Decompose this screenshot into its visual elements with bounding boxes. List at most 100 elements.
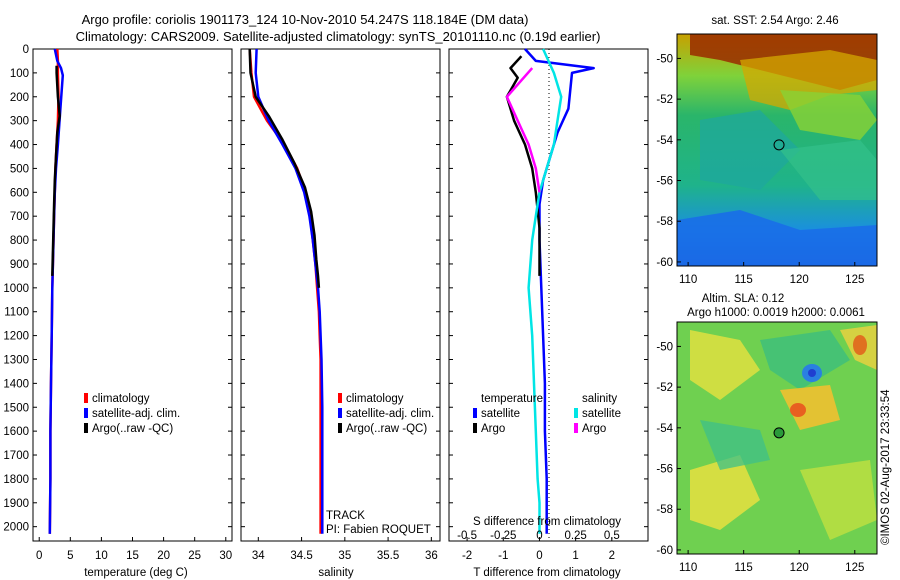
depth-tick-label: 900 — [10, 259, 29, 271]
legend-swatch-s-argo — [574, 423, 578, 433]
x-tick-label: 35.5 — [377, 550, 399, 562]
x-tick-label: 36 — [425, 550, 438, 562]
legend-s-satellite: satellite — [582, 408, 621, 420]
sla-high-region — [690, 330, 760, 400]
map-x-tick-label: 110 — [679, 274, 697, 286]
depth-tick-label: 0 — [23, 44, 29, 56]
map-x-tick-label: 110 — [679, 562, 697, 574]
depth-tick-label: 1200 — [3, 331, 29, 343]
depth-tick-label: 1400 — [3, 378, 29, 390]
x-tick-label: 20 — [157, 550, 170, 562]
series-line-temperature-satellite — [524, 48, 595, 534]
x-tick-label: 35 — [338, 550, 351, 562]
s-difference-tick-label: 0 — [536, 530, 542, 542]
sst-mid-region — [780, 90, 877, 140]
sla-low-eddy-core — [808, 369, 816, 377]
sla-map-frame — [676, 321, 878, 555]
legend-climatology: climatology — [346, 393, 404, 405]
sst-cool-region — [700, 110, 800, 190]
s-difference-label: S difference from climatology — [473, 516, 621, 528]
x-tick-label: 2 — [609, 550, 615, 562]
depth-tick-label: 1900 — [3, 498, 29, 510]
salinity-xlabel: salinity — [318, 567, 353, 579]
temperature-xlabel: temperature (deg C) — [84, 567, 188, 579]
legend-satellite: satellite-adj. clim. — [346, 408, 434, 420]
map-y-tick-label: -52 — [656, 382, 673, 394]
x-tick-label: 34.5 — [290, 550, 312, 562]
sst-map-panel: sat. SST: 2.54 Argo: 2.46 110 115 120 125 -5… — [656, 15, 878, 286]
legend-t-argo: Argo — [481, 423, 505, 435]
sst-map-frame — [676, 33, 878, 267]
map-y-tick-label: -50 — [656, 341, 673, 353]
legend-argo: Argo(..raw -QC) — [92, 423, 173, 435]
sla-low-region — [760, 330, 850, 390]
map-y-tick-label: -58 — [656, 504, 673, 516]
legend-swatch-s-satellite — [574, 408, 578, 418]
s-difference-tick-label: 0.5 — [604, 530, 620, 542]
map-y-tick-label: -50 — [656, 53, 673, 65]
map-x-tick-label: 115 — [734, 562, 752, 574]
x-tick-label: 1 — [572, 550, 578, 562]
s-difference-tick-label: -0.25 — [490, 530, 516, 542]
s-difference-tick-label: 0.25 — [564, 530, 586, 542]
sst-cold-region — [677, 210, 877, 266]
x-tick-label: 25 — [188, 550, 201, 562]
sla-high-eddy — [790, 403, 806, 417]
map-y-tick-label: -60 — [656, 545, 673, 557]
x-tick-label: 10 — [95, 550, 108, 562]
x-tick-label: -2 — [462, 550, 472, 562]
argo-location-marker — [773, 427, 785, 439]
figure-title-line1: Argo profile: coriolis 1901173_124 10-No… — [82, 12, 529, 27]
legend-t-satellite: satellite — [481, 408, 520, 420]
s-difference-tick-label: -0.5 — [457, 530, 477, 542]
depth-tick-label: 200 — [10, 92, 29, 104]
map-x-tick-label: 120 — [790, 274, 809, 286]
sla-high-region — [690, 455, 760, 530]
depth-tick-label: 1300 — [3, 354, 29, 366]
legend-swatch-climatology — [338, 393, 342, 403]
depth-tick-label: 300 — [10, 116, 29, 128]
temperature-legend: climatology satellite-adj. clim. Argo(..… — [84, 393, 180, 435]
depth-tick-label: 1700 — [3, 450, 29, 462]
legend-swatch-satellite — [84, 408, 88, 418]
x-tick-label: 0 — [536, 550, 542, 562]
difference-axes-box — [448, 48, 649, 542]
legend-title-temperature: temperature — [481, 393, 543, 405]
legend-swatch-argo — [338, 423, 342, 433]
x-tick-label: 0 — [36, 550, 42, 562]
map-y-tick-label: -52 — [656, 94, 673, 106]
depth-tick-label: 100 — [10, 68, 29, 80]
depth-tick-label: 2000 — [3, 522, 29, 534]
map-x-tick-label: 120 — [790, 562, 809, 574]
x-tick-label: -1 — [498, 550, 508, 562]
series-line-argo-raw-qc- — [248, 48, 321, 288]
legend-swatch-satellite — [338, 408, 342, 418]
sst-warm-region — [740, 50, 877, 110]
figure-title-line2: Climatology: CARS2009. Satellite-adjuste… — [76, 29, 601, 44]
depth-tick-label: 1100 — [4, 307, 29, 319]
sla-map-title: Altim. SLA: 0.12 — [702, 293, 784, 305]
legend-argo: Argo(..raw -QC) — [346, 423, 427, 435]
series-line-climatology — [248, 48, 322, 534]
depth-tick-label: 800 — [10, 235, 29, 247]
legend-swatch-climatology — [84, 393, 88, 403]
salinity-axes-box — [240, 48, 441, 542]
sla-high-region — [780, 385, 840, 430]
series-line-salinity-argo — [505, 67, 541, 193]
map-x-tick-label: 125 — [845, 274, 864, 286]
difference-panel: -2 -1 0 1 2 S difference from climatology -0… — [448, 48, 649, 579]
map-y-tick-label: -54 — [656, 135, 673, 147]
t-difference-xlabel: T difference from climatology — [473, 567, 620, 579]
argo-location-marker — [773, 139, 785, 151]
depth-tick-label: 1000 — [3, 283, 29, 295]
legend-satellite: satellite-adj. clim. — [92, 408, 180, 420]
temperature-panel: 0100200300400500600700800900100011001200… — [3, 44, 233, 579]
depth-tick-label: 400 — [10, 140, 29, 152]
map-y-tick-label: -54 — [656, 423, 673, 435]
temperature-axes-box — [32, 48, 233, 542]
pi-label: PI: Fabien ROQUET — [326, 524, 431, 536]
legend-swatch-t-satellite — [473, 408, 477, 418]
sla-low-region — [700, 420, 770, 470]
depth-tick-label: 1500 — [3, 402, 29, 414]
